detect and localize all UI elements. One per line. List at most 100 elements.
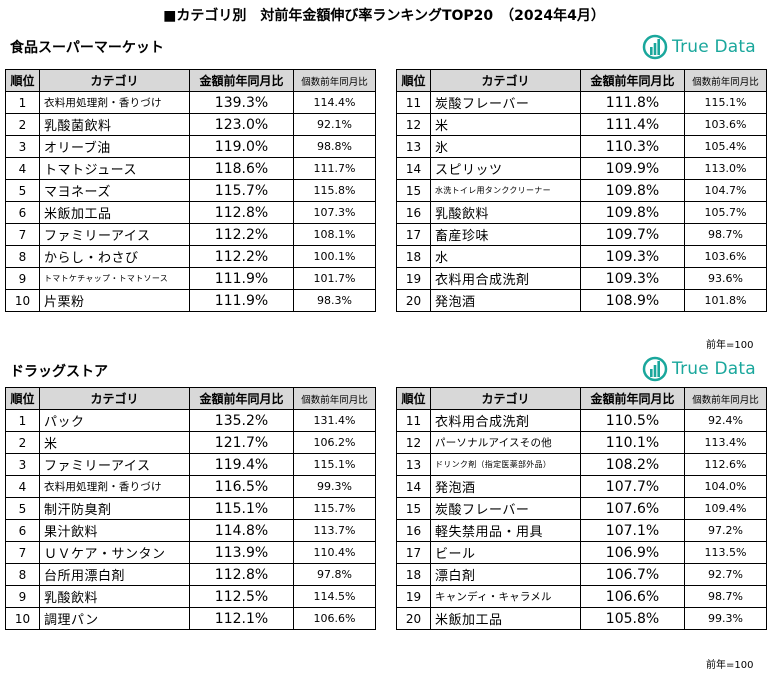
category-cell: 氷 [430, 135, 581, 158]
rank-cell: 14 [396, 157, 431, 180]
count-ratio-cell: 101.8% [684, 289, 767, 312]
amount-ratio-cell: 112.5% [189, 585, 294, 608]
table-row: 17 畜産珍味 109.7% 98.7% [396, 223, 767, 246]
table-row: 1 パック 135.2% 131.4% [5, 409, 376, 432]
rank-cell: 4 [5, 157, 40, 180]
rank-cell: 15 [396, 179, 431, 202]
rank-cell: 1 [5, 91, 40, 114]
count-ratio-cell: 99.3% [684, 607, 767, 630]
amount-ratio-cell: 111.8% [580, 91, 685, 114]
amount-ratio-cell: 107.7% [580, 475, 685, 498]
table-row: 18 漂白剤 106.7% 92.7% [396, 563, 767, 586]
count-ratio-cell: 114.5% [293, 585, 376, 608]
category-cell: 畜産珍味 [430, 223, 581, 246]
count-ratio-cell: 115.8% [293, 179, 376, 202]
category-cell: ファミリーアイス [39, 223, 190, 246]
table-row: 15 炭酸フレーバー 107.6% 109.4% [396, 497, 767, 520]
amount-ratio-cell: 115.1% [189, 497, 294, 520]
category-cell: 衣料用合成洗剤 [430, 267, 581, 290]
rank-cell: 19 [396, 585, 431, 608]
category-cell: 台所用漂白剤 [39, 563, 190, 586]
category-cell: 果汁飲料 [39, 519, 190, 542]
count-ratio-cell: 105.7% [684, 201, 767, 224]
header-amount: 金額前年同月比 [189, 387, 294, 410]
amount-ratio-cell: 113.9% [189, 541, 294, 564]
rank-cell: 9 [5, 267, 40, 290]
table-header-row: 順位 カテゴリ 金額前年同月比 個数前年同月比 [396, 69, 767, 92]
category-cell: トマトケチャップ・トマトソース [39, 267, 190, 290]
table-header-row: 順位 カテゴリ 金額前年同月比 個数前年同月比 [5, 387, 376, 410]
rank-cell: 20 [396, 607, 431, 630]
table-row: 4 トマトジュース 118.6% 111.7% [5, 157, 376, 180]
rank-cell: 5 [5, 179, 40, 202]
count-ratio-cell: 99.3% [293, 475, 376, 498]
amount-ratio-cell: 109.3% [580, 245, 685, 268]
category-cell: 炭酸フレーバー [430, 91, 581, 114]
true-data-logo-icon [642, 356, 668, 382]
rank-cell: 1 [5, 409, 40, 432]
rank-cell: 7 [5, 541, 40, 564]
rank-cell: 4 [5, 475, 40, 498]
count-ratio-cell: 92.4% [684, 409, 767, 432]
amount-ratio-cell: 111.9% [189, 289, 294, 312]
rank-cell: 17 [396, 223, 431, 246]
count-ratio-cell: 113.0% [684, 157, 767, 180]
category-cell: ＵＶケア・サンタン [39, 541, 190, 564]
count-ratio-cell: 107.3% [293, 201, 376, 224]
category-cell: からし・わさび [39, 245, 190, 268]
rank-cell: 14 [396, 475, 431, 498]
count-ratio-cell: 104.7% [684, 179, 767, 202]
category-cell: 調理パン [39, 607, 190, 630]
count-ratio-cell: 131.4% [293, 409, 376, 432]
table-row: 10 調理パン 112.1% 106.6% [5, 607, 376, 630]
table-row: 11 炭酸フレーバー 111.8% 115.1% [396, 91, 767, 114]
table-row: 12 米 111.4% 103.6% [396, 113, 767, 136]
header-amount: 金額前年同月比 [189, 69, 294, 92]
category-cell: 米飯加工品 [430, 607, 581, 630]
rank-cell: 2 [5, 431, 40, 454]
category-cell: 乳酸飲料 [430, 201, 581, 224]
true-data-logo: True Data [642, 356, 756, 382]
category-cell: トマトジュース [39, 157, 190, 180]
table-row: 8 からし・わさび 112.2% 100.1% [5, 245, 376, 268]
rank-cell: 11 [396, 91, 431, 114]
count-ratio-cell: 108.1% [293, 223, 376, 246]
count-ratio-cell: 97.8% [293, 563, 376, 586]
count-ratio-cell: 113.7% [293, 519, 376, 542]
header-rank: 順位 [5, 69, 40, 92]
amount-ratio-cell: 106.6% [580, 585, 685, 608]
amount-ratio-cell: 116.5% [189, 475, 294, 498]
section-title-drugstore: ドラッグストア [10, 364, 108, 380]
category-cell: 漂白剤 [430, 563, 581, 586]
count-ratio-cell: 110.4% [293, 541, 376, 564]
rank-cell: 2 [5, 113, 40, 136]
category-cell: 発泡酒 [430, 475, 581, 498]
header-category: カテゴリ [430, 69, 581, 92]
count-ratio-cell: 92.7% [684, 563, 767, 586]
page-title: ■カテゴリ別 対前年金額伸び率ランキングTOP20 （2024年4月） [163, 8, 605, 24]
rank-cell: 15 [396, 497, 431, 520]
category-cell: 米飯加工品 [39, 201, 190, 224]
rank-cell: 19 [396, 267, 431, 290]
table-row: 13 ドリンク剤（指定医薬部外品） 108.2% 112.6% [396, 453, 767, 476]
category-cell: ビール [430, 541, 581, 564]
header-category: カテゴリ [39, 69, 190, 92]
header-category: カテゴリ [430, 387, 581, 410]
amount-ratio-cell: 119.0% [189, 135, 294, 158]
table-row: 11 衣料用合成洗剤 110.5% 92.4% [396, 409, 767, 432]
header-count: 個数前年同月比 [293, 69, 376, 92]
amount-ratio-cell: 112.1% [189, 607, 294, 630]
category-cell: キャンディ・キャラメル [430, 585, 581, 608]
table-row: 2 乳酸菌飲料 123.0% 92.1% [5, 113, 376, 136]
header-count: 個数前年同月比 [684, 69, 767, 92]
amount-ratio-cell: 107.1% [580, 519, 685, 542]
table-row: 16 軽失禁用品・用具 107.1% 97.2% [396, 519, 767, 542]
table-row: 12 パーソナルアイスその他 110.1% 113.4% [396, 431, 767, 454]
rank-cell: 7 [5, 223, 40, 246]
count-ratio-cell: 115.1% [293, 453, 376, 476]
category-cell: 乳酸菌飲料 [39, 113, 190, 136]
header-rank: 順位 [396, 69, 431, 92]
table-row: 17 ビール 106.9% 113.5% [396, 541, 767, 564]
amount-ratio-cell: 111.4% [580, 113, 685, 136]
amount-ratio-cell: 105.8% [580, 607, 685, 630]
